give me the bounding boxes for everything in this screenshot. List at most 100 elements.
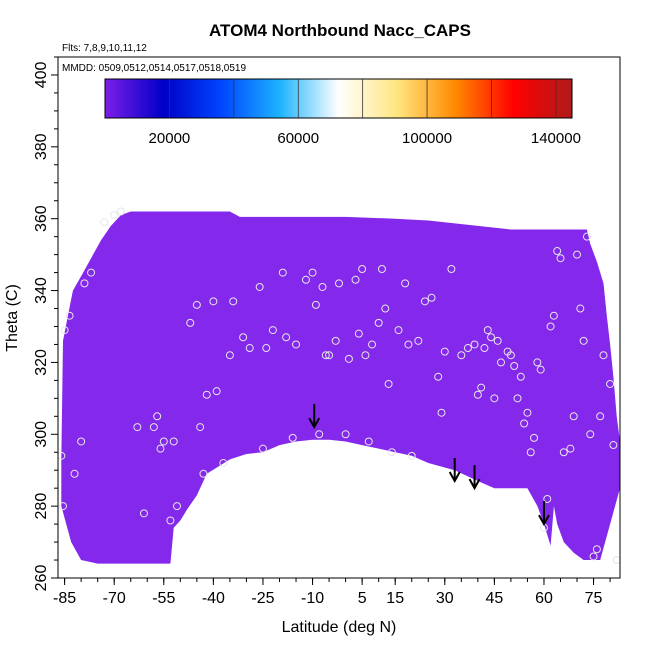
sample-point	[576, 304, 585, 313]
colorbar-tick-label: 60000	[277, 130, 319, 147]
x-tick-label: -70	[103, 590, 126, 607]
sample-point	[219, 459, 228, 468]
sample-point	[153, 412, 162, 421]
x-tick-label: 75	[585, 590, 603, 607]
chart-title: ATOM4 Northbound Nacc_CAPS	[209, 21, 471, 40]
sample-point	[341, 430, 350, 439]
sample-point	[258, 444, 267, 453]
sample-point	[225, 351, 234, 360]
sample-point	[149, 423, 158, 432]
sample-point	[533, 358, 542, 367]
sample-point	[473, 390, 482, 399]
sample-point	[110, 211, 119, 220]
contour-field	[61, 211, 620, 564]
sample-point	[487, 333, 496, 342]
sample-point	[245, 344, 254, 353]
sample-point	[192, 300, 201, 309]
sample-point	[437, 408, 446, 417]
sample-point	[315, 430, 324, 439]
x-tick-label: 60	[535, 590, 553, 607]
y-tick-label: 380	[33, 133, 50, 160]
sample-point	[516, 372, 525, 381]
sample-point	[351, 275, 360, 284]
sample-point	[60, 326, 69, 335]
sample-point	[321, 351, 330, 360]
sample-point	[65, 311, 74, 320]
sample-point	[404, 340, 413, 349]
sample-point	[268, 326, 277, 335]
sample-point	[139, 509, 148, 518]
sample-point	[159, 437, 168, 446]
sample-point	[609, 441, 618, 450]
x-tick-label: -25	[251, 590, 274, 607]
sample-point	[513, 394, 522, 403]
sample-point	[496, 358, 505, 367]
sample-point	[414, 336, 423, 345]
sample-point	[546, 322, 555, 331]
flight-arrow	[308, 404, 321, 430]
sample-point	[381, 304, 390, 313]
sample-point	[599, 351, 608, 360]
sample-point	[510, 362, 519, 371]
sample-point	[606, 379, 615, 388]
sample-point	[169, 437, 178, 446]
sample-point	[325, 351, 334, 360]
sample-point	[282, 333, 291, 342]
sample-point	[196, 423, 205, 432]
sample-point	[278, 268, 287, 277]
y-tick-label: 280	[33, 493, 50, 520]
sample-point	[582, 232, 591, 241]
sample-point	[311, 300, 320, 309]
sample-point	[335, 279, 343, 288]
colorbar-tick-label: 140000	[531, 130, 581, 147]
sample-point	[530, 433, 539, 442]
sample-point	[420, 297, 429, 306]
sample-point	[553, 247, 562, 256]
x-tick-label: 30	[436, 590, 454, 607]
sample-point	[447, 264, 456, 273]
sample-point	[255, 282, 264, 291]
sample-point	[427, 293, 436, 302]
sample-point	[364, 437, 373, 446]
flight-arrow	[468, 465, 481, 491]
sample-point	[387, 448, 396, 457]
x-axis: -85 -70 -55 -40 -25 -10 5 15 30 45 60 75	[53, 577, 620, 607]
sample-point	[566, 444, 575, 453]
sample-point	[292, 340, 301, 349]
sample-point	[166, 516, 175, 525]
sample-point	[58, 502, 67, 511]
flights-note: Flts: 7,8,9,10,11,12	[62, 43, 147, 54]
sample-point	[457, 351, 466, 360]
flight-arrows	[308, 404, 550, 527]
sample-point	[239, 333, 248, 342]
x-tick-label: -10	[301, 590, 324, 607]
sample-point	[612, 556, 620, 565]
colorbar-tick-label: 20000	[149, 130, 191, 147]
sample-point	[523, 408, 532, 417]
y-tick-label: 320	[33, 349, 50, 376]
plot-area	[58, 207, 620, 565]
x-tick-label: -85	[53, 590, 76, 607]
sample-point	[477, 383, 486, 392]
sample-point	[493, 336, 502, 345]
sample-point	[434, 372, 443, 381]
x-tick-label: -55	[152, 590, 175, 607]
sample-point	[100, 218, 109, 227]
sample-point	[173, 502, 182, 511]
sample-point	[401, 279, 410, 288]
sample-point	[344, 354, 353, 363]
colorbar-tick-label: 100000	[402, 130, 452, 147]
x-tick-label: 15	[386, 590, 404, 607]
sample-point	[559, 448, 568, 457]
sample-point	[368, 340, 377, 349]
y-tick-label: 400	[33, 62, 50, 89]
sample-point	[209, 297, 218, 306]
sample-point	[526, 448, 535, 457]
x-axis-label: Latitude (deg N)	[282, 619, 397, 636]
y-tick-label: 340	[33, 277, 50, 304]
sample-point	[361, 351, 370, 360]
flight-arrow	[538, 501, 550, 527]
sample-point	[394, 326, 403, 335]
dates-note: MMDD: 0509,0512,0514,0517,0518,0519	[62, 63, 246, 74]
sample-point	[156, 444, 165, 453]
